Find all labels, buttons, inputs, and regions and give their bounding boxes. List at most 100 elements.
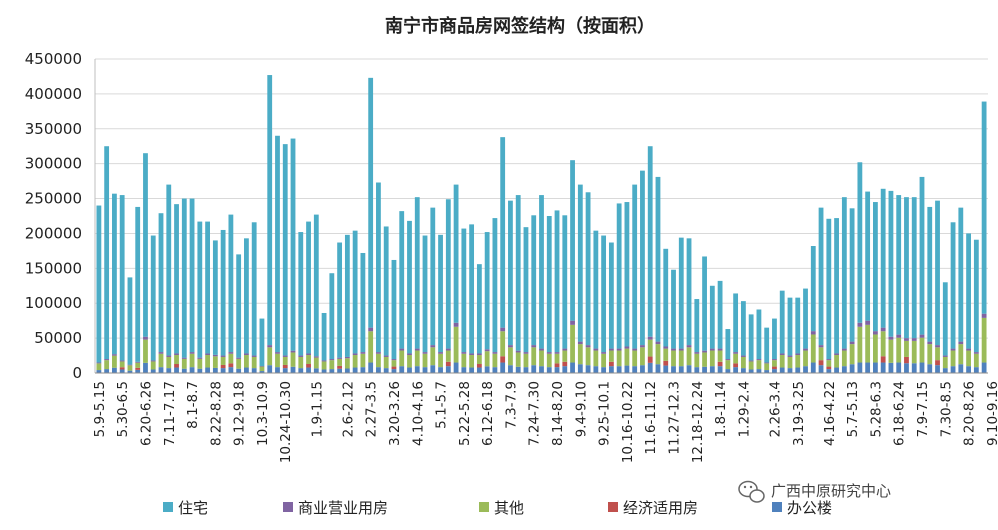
bar-segment: [298, 356, 304, 369]
bar-segment: [236, 357, 242, 359]
bar-segment: [841, 366, 847, 373]
x-tick-label: 6.18-6.24: [892, 381, 908, 446]
bar-segment: [942, 355, 948, 357]
bar-segment: [158, 352, 164, 354]
bar-segment: [888, 362, 894, 373]
bar-segment: [150, 235, 156, 361]
bar-segment: [779, 353, 785, 356]
bar-segment: [383, 226, 389, 356]
bar-segment: [966, 350, 971, 367]
bar-segment: [119, 360, 125, 362]
x-tick-label: 8.14-8.20: [550, 381, 566, 446]
bar-segment: [321, 360, 327, 362]
bar-segment: [469, 367, 475, 373]
bar-segment: [399, 211, 405, 349]
x-tick-label: 5.28-6.3: [868, 381, 884, 437]
bar-segment: [329, 360, 335, 370]
bar-segment: [469, 353, 475, 356]
bar-segment: [803, 348, 808, 351]
bar-segment: [849, 344, 855, 365]
bar-segment: [942, 282, 948, 356]
bar-segment: [546, 353, 552, 368]
bar-segment: [570, 160, 575, 321]
bar-segment: [236, 358, 242, 369]
bar-segment: [857, 162, 863, 323]
bar-segment: [888, 190, 894, 337]
bar-segment: [647, 339, 653, 357]
bar-segment: [733, 363, 739, 368]
bar-segment: [376, 182, 381, 353]
bar-segment: [663, 365, 669, 373]
bar-segment: [585, 192, 591, 346]
bar-segment: [313, 214, 319, 357]
legend-label: 办公楼: [787, 499, 832, 517]
bar-segment: [445, 199, 451, 349]
bar-segment: [849, 208, 855, 342]
legend-label: 经济适用房: [623, 499, 698, 517]
bar-segment: [430, 347, 436, 366]
bar-segment: [935, 347, 940, 361]
bar-segment: [935, 360, 940, 366]
bar-segment: [135, 367, 141, 370]
bar-segment: [950, 348, 956, 351]
bar-segment: [725, 360, 731, 370]
bar-segment: [981, 317, 987, 363]
bar-segment: [616, 350, 622, 367]
bar-segment: [275, 367, 280, 373]
bar-segment: [725, 359, 731, 361]
bar-segment: [694, 353, 700, 368]
bar-segment: [826, 218, 832, 360]
bar-segment: [896, 334, 902, 338]
x-tick-label: 5.30-6.5: [115, 381, 131, 437]
bar-segment: [220, 356, 226, 365]
bar-segment: [290, 350, 296, 353]
bar-segment: [290, 352, 296, 367]
bar-segment: [407, 353, 412, 356]
legend-swatch: [163, 502, 173, 512]
bar-segment: [143, 362, 148, 373]
bar-segment: [376, 353, 381, 368]
bar-segment: [399, 350, 405, 367]
bar-segment: [150, 369, 156, 373]
bar-segment: [189, 353, 195, 368]
bar-segment: [927, 341, 933, 345]
bar-segment: [593, 348, 599, 351]
bar-segment: [337, 365, 343, 369]
x-tick-label: 8.22-8.28: [208, 381, 224, 446]
bar-segment: [756, 309, 762, 360]
bar-segment: [733, 352, 739, 354]
bar-segment: [228, 214, 234, 353]
bar-segment: [880, 327, 886, 332]
bar-segment: [671, 348, 676, 351]
bar-segment: [352, 353, 358, 356]
bar-segment: [119, 195, 125, 361]
bar-segment: [531, 365, 537, 373]
bar-segment: [826, 369, 832, 373]
bar-segment: [841, 197, 847, 349]
watermark-text: 广西中原研究中心: [771, 482, 891, 500]
bar-segment: [337, 368, 343, 373]
bar-segment: [352, 230, 358, 354]
bar-segment: [492, 353, 498, 368]
bar-segment: [360, 352, 366, 354]
bar-segment: [438, 352, 443, 354]
bar-segment: [166, 368, 172, 373]
bar-segment: [360, 252, 366, 353]
bar-segment: [135, 206, 141, 362]
bar-segment: [329, 359, 335, 361]
bar-segment: [329, 273, 335, 360]
bar-segment: [282, 356, 288, 365]
y-tick-label: 0: [72, 364, 82, 382]
bar-segment: [570, 324, 575, 363]
bar-segment: [267, 75, 273, 346]
bar-segment: [709, 350, 715, 367]
bar-segment: [601, 235, 607, 353]
bar-segment: [973, 239, 979, 353]
bar-segment: [904, 363, 909, 373]
bar-segment: [826, 360, 832, 367]
bar-segment: [267, 347, 273, 366]
bar-segment: [663, 346, 669, 349]
bar-segment: [702, 366, 707, 373]
bar-segment: [834, 355, 839, 368]
bar-segment: [663, 248, 669, 347]
